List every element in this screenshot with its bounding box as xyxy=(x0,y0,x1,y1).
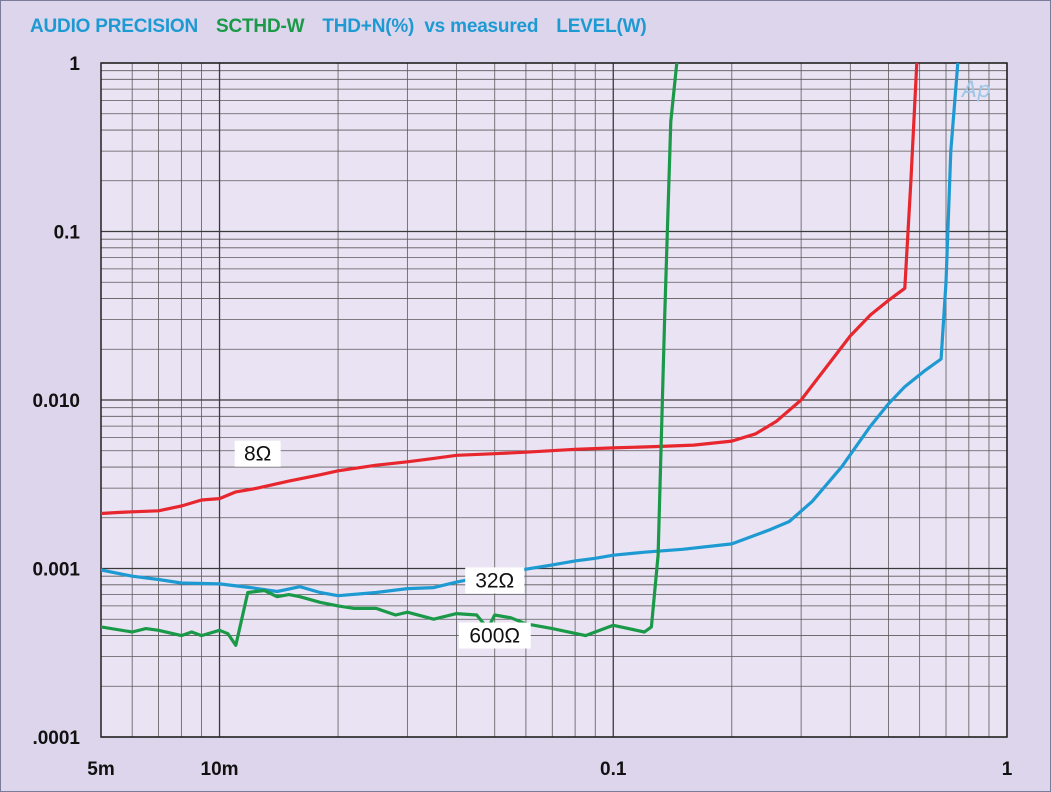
x-tick-label: 0.1 xyxy=(600,759,627,780)
series-line-3 xyxy=(101,63,679,647)
ap-logo: Ap xyxy=(960,78,991,103)
x-tick-label: 1 xyxy=(1002,759,1013,780)
tick-labels: 5m 10m 0.1 1 1 0.1 0.010 0.001 .0001 xyxy=(32,54,1012,780)
series-label-3: 600Ω xyxy=(469,625,520,648)
series-line-1 xyxy=(101,63,919,516)
y-tick-label: 1 xyxy=(69,54,80,75)
y-tick-label: 0.010 xyxy=(32,391,80,412)
series-label-2: 32Ω xyxy=(475,569,514,592)
x-tick-label: 10m xyxy=(201,759,239,780)
title-level: LEVEL(W) xyxy=(556,16,647,37)
title-audio-precision: AUDIO PRECISION xyxy=(30,16,199,37)
plot-border xyxy=(100,62,1008,738)
series-labels: 8Ω 32Ω 600Ω xyxy=(234,440,531,649)
series-label-box-3 xyxy=(458,622,531,649)
y-tick-label: 0.001 xyxy=(32,560,80,581)
series-label-1: 8Ω xyxy=(244,443,271,466)
title-measurement: THD+N(%) vs measured xyxy=(322,16,539,37)
chart-title: AUDIO PRECISION SCTHD-W THD+N(%) vs measur… xyxy=(30,16,665,38)
y-tick-label: .0001 xyxy=(32,728,80,749)
title-sweep-name: SCTHD-W xyxy=(216,16,305,37)
series-layer xyxy=(101,63,960,647)
series-label-box-2 xyxy=(465,567,525,594)
series-label-box-1 xyxy=(234,440,281,467)
y-tick-label: 0.1 xyxy=(54,223,81,244)
x-tick-label: 5m xyxy=(87,759,114,780)
series-line-2 xyxy=(101,63,960,598)
